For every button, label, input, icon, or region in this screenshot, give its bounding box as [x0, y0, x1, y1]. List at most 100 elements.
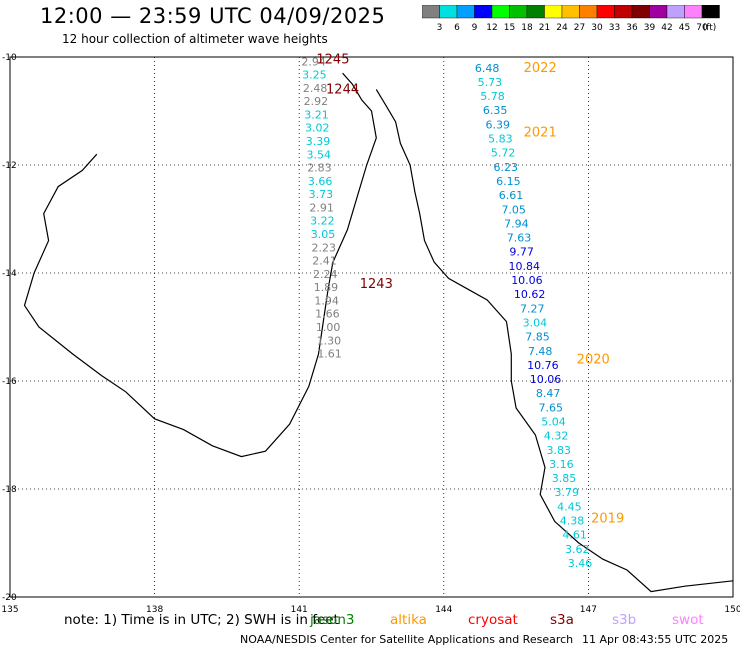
swh-value: 10.62 — [514, 288, 546, 301]
swh-value: 7.65 — [539, 401, 564, 414]
swh-value: 9.77 — [509, 246, 534, 259]
swh-value: 3.66 — [308, 175, 333, 188]
lat-label: -18 — [2, 485, 17, 495]
swh-value: 10.06 — [530, 373, 562, 386]
pass-label: 2019 — [591, 512, 624, 527]
wave-height-colorbar: 3 6 9 12 15 18 21 24 27 30 33 36 39 42 45 70(ft) — [422, 5, 720, 33]
swh-value: 1.30 — [317, 334, 342, 347]
swh-value: 5.83 — [488, 133, 513, 146]
swh-value: 5.04 — [541, 416, 566, 429]
swh-value: 3.02 — [305, 122, 330, 135]
lon-label: 144 — [435, 605, 452, 615]
swh-value: 3.54 — [306, 148, 331, 161]
colorbar-tick: 12 — [486, 23, 497, 33]
swh-value: 6.48 — [475, 62, 500, 75]
swh-value: 3.16 — [549, 458, 574, 471]
lon-label: 150 — [724, 605, 740, 615]
lat-label: -20 — [2, 593, 17, 603]
swh-value: 7.85 — [525, 331, 550, 344]
swh-value: 4.45 — [557, 500, 582, 513]
colorbar-tick: 36 — [626, 23, 638, 33]
swh-value: 2.23 — [312, 241, 337, 254]
swh-value: 3.46 — [568, 557, 593, 570]
swh-value: 4.38 — [560, 515, 585, 528]
credit-text: NOAA/NESDIS Center for Satellite Applica… — [240, 633, 574, 646]
pass-label: 1243 — [360, 277, 393, 292]
swh-value: 6.23 — [493, 161, 518, 174]
swh-value: 1.66 — [315, 308, 340, 321]
footer-note: note: 1) Time is in UTC; 2) SWH is in fe… — [64, 612, 339, 628]
coastline-west — [23, 72, 377, 458]
swh-value: 1.89 — [314, 281, 339, 294]
swh-value: 3.79 — [554, 486, 579, 499]
coastline-east — [375, 89, 734, 593]
colorbar-tick: 6 — [454, 23, 460, 33]
lon-label: 135 — [1, 605, 18, 615]
swh-value: 3.04 — [523, 316, 548, 329]
swh-value: 5.78 — [480, 90, 505, 103]
colorbar-tick: 9 — [472, 23, 478, 33]
map-frame — [9, 56, 734, 598]
pass-label: 1244 — [326, 82, 359, 97]
swh-value: 7.48 — [528, 345, 553, 358]
lat-label: -12 — [2, 161, 17, 171]
swh-value: 10.84 — [509, 260, 541, 273]
swh-value: 2.91 — [309, 201, 334, 214]
colorbar-tick: 42 — [661, 23, 672, 33]
swh-value: 2.24 — [313, 268, 338, 281]
satellite-legend-item: cryosat — [468, 612, 518, 628]
swh-value: 1.94 — [314, 294, 339, 307]
satellite-legend-item: s3b — [612, 612, 637, 628]
colorbar-tick: 21 — [539, 23, 550, 33]
satellite-legend-item: s3a — [550, 612, 574, 628]
swh-value: 3.22 — [310, 215, 335, 228]
satellite-legend-item: altika — [390, 612, 427, 628]
lon-label: 141 — [291, 605, 308, 615]
swh-value: 7.27 — [520, 302, 545, 315]
swh-value: 2.41 — [312, 255, 337, 268]
colorbar-tick: 33 — [609, 23, 620, 33]
swh-value: 4.32 — [544, 430, 569, 443]
lat-label: -14 — [2, 269, 17, 279]
colorbar-tick: 24 — [556, 23, 568, 33]
swh-value: 3.73 — [309, 188, 334, 201]
satellite-legend-item: jason3 — [310, 612, 355, 628]
swh-value: 6.61 — [499, 189, 524, 202]
swh-value: 5.73 — [478, 76, 503, 89]
swh-value: 8.47 — [536, 387, 561, 400]
swh-value: 6.15 — [496, 175, 521, 188]
swh-value: 3.05 — [311, 228, 336, 241]
swh-value: 2.83 — [307, 162, 332, 175]
swh-value: 3.39 — [306, 135, 331, 148]
swh-value: 7.94 — [504, 217, 529, 230]
lat-label: -10 — [2, 53, 17, 63]
swh-value: 5.72 — [491, 147, 516, 160]
swh-value: 3.83 — [547, 444, 572, 457]
colorbar-tick: 30 — [591, 23, 603, 33]
pass-label: 2020 — [577, 352, 610, 367]
swh-value: 4.61 — [562, 529, 587, 542]
colorbar-tick: 15 — [504, 23, 515, 33]
pass-label: 2022 — [524, 61, 557, 76]
lon-label: 138 — [146, 605, 163, 615]
colorbar-tick: 39 — [644, 23, 656, 33]
swh-value: 2.48 — [303, 82, 328, 95]
swh-value: 3.62 — [565, 543, 590, 556]
pass-label: 1245 — [316, 53, 349, 68]
swh-value: 3.85 — [552, 472, 577, 485]
swh-value: 2.92 — [304, 95, 329, 108]
generation-timestamp: 11 Apr 08:43:55 UTC 2025 — [582, 633, 729, 646]
lat-label: -16 — [2, 377, 17, 387]
colorbar-tick: 18 — [521, 23, 533, 33]
swh-value: 10.06 — [511, 274, 543, 287]
colorbar-tick: 27 — [574, 23, 585, 33]
satellite-legend-item: swot — [672, 612, 704, 628]
colorbar-tick: 45 — [679, 23, 690, 33]
pass-label: 2021 — [524, 126, 557, 141]
swh-value: 1.61 — [317, 348, 342, 361]
colorbar-unit: (ft) — [703, 23, 717, 33]
swh-value: 1.00 — [316, 321, 341, 334]
swh-value: 3.21 — [304, 108, 329, 121]
colorbar-swatch — [701, 5, 720, 19]
swh-value: 3.25 — [302, 69, 327, 82]
